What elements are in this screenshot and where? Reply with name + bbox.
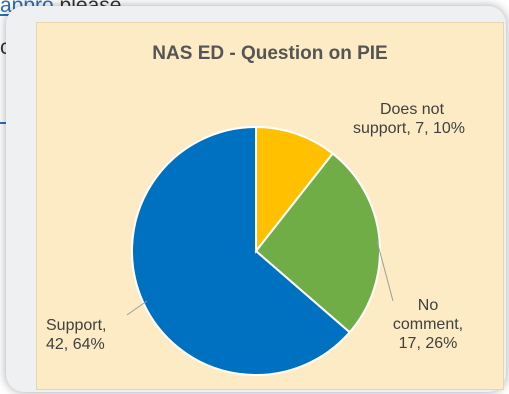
pie-chart (126, 125, 394, 376)
slice-label-does-not-support: Does not support, 7, 10% (337, 100, 487, 138)
slice-label-no-comment-line-2: comment, (392, 316, 464, 333)
slice-label-no-comment-line-1: No (417, 297, 439, 314)
slice-label-support: Support, 42, 64% (46, 316, 106, 354)
pie-slice-support (131, 125, 352, 376)
slice-label-does-not-support-line-2: support, 7, 10% (352, 120, 466, 137)
slice-label-no-comment-line-3: 17, 26% (398, 335, 458, 352)
pie-slice-no-comment (254, 152, 381, 334)
leader-line-no-comment (376, 240, 394, 302)
chart-image-frame: NAS ED - Question on PIE Does not suppor… (6, 6, 506, 392)
pie-slice-does-not-support (255, 125, 335, 254)
chart-title: NAS ED - Question on PIE (152, 43, 388, 64)
slice-label-support-line-2: 42, 64% (46, 336, 105, 353)
chart-area: NAS ED - Question on PIE Does not suppor… (36, 22, 504, 390)
slice-label-does-not-support-line-1: Does not (379, 101, 445, 118)
slice-label-no-comment: No comment, 17, 26% (383, 296, 473, 353)
slice-label-support-line-1: Support, (46, 317, 107, 334)
leader-line-support (126, 300, 148, 316)
